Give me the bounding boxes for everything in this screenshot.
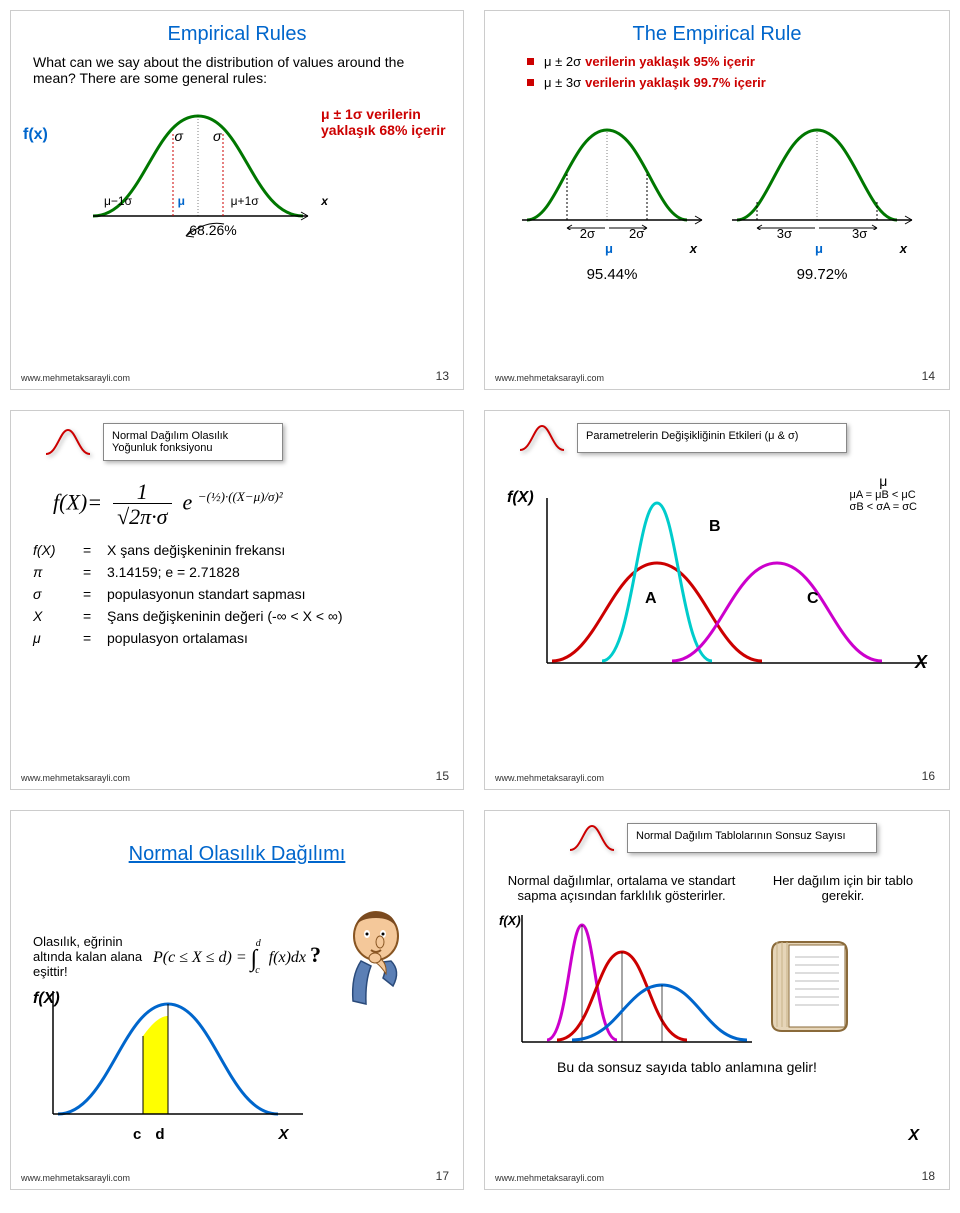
pct997: 99.72% — [727, 266, 917, 283]
three-curves: A B C — [517, 493, 937, 683]
curve-13 — [83, 106, 313, 226]
mini-curve-icon — [567, 823, 617, 853]
bullet-2: μ ± 3σ verilerin yaklaşık 99.7% içerir — [527, 75, 937, 90]
bullet-1: μ ± 2σ verilerin yaklaşık 95% içerir — [527, 54, 937, 69]
b1b: verilerin yaklaşık 95% içerir — [585, 54, 755, 69]
bottom-text: Bu da sonsuz sayıda tablo anlamına gelir… — [557, 1059, 927, 1075]
slide-15: Normal Dağılım Olasılık Yoğunluk fonksiy… — [10, 410, 464, 790]
mu-l: μ — [605, 241, 613, 256]
left-text: Normal dağılımlar, ortalama ve standart … — [505, 873, 738, 903]
footer: www.mehmetaksarayli.com — [21, 1173, 130, 1183]
fx-label: f(X) — [33, 990, 60, 1008]
area-curve — [33, 986, 313, 1126]
page-num: 14 — [922, 369, 935, 383]
caption-68: μ ± 1σ verilerin yaklaşık 68% içerir — [321, 106, 451, 138]
axis-x: x — [298, 194, 328, 208]
mu-rel: μA = μB < μC — [850, 489, 917, 501]
slide-title: The Empirical Rule — [497, 23, 937, 46]
header-box: Normal Dağılım Olasılık Yoğunluk fonksiy… — [103, 423, 283, 461]
page-num: 17 — [436, 1169, 449, 1183]
b2a: μ ± 3σ — [544, 75, 581, 90]
bullet-icon — [527, 58, 534, 65]
page-num: 16 — [922, 769, 935, 783]
slide-13: Empirical Rules What can we say about th… — [10, 10, 464, 390]
page-num: 15 — [436, 769, 449, 783]
axis-mu: μ — [171, 194, 191, 208]
body-text: What can we say about the distribution o… — [33, 54, 441, 86]
mini-curve-icon — [43, 427, 93, 457]
fx-label: f(x) — [23, 126, 83, 144]
page-num: 18 — [922, 1169, 935, 1183]
svg-text:B: B — [709, 518, 721, 535]
multi-curves — [497, 907, 757, 1057]
b2b: verilerin yaklaşık 99.7% içerir — [585, 75, 766, 90]
slide-title: Normal Olasılık Dağılımı — [23, 843, 451, 866]
svg-text:C: C — [807, 590, 819, 607]
arrow-68 — [176, 218, 236, 240]
lbl-2s-r: 2σ — [629, 226, 644, 241]
book-icon — [757, 927, 867, 1047]
curve-95 — [517, 120, 707, 230]
lbl-3s-l: 3σ — [777, 226, 792, 241]
fx-label: f(X) — [499, 913, 521, 928]
lbl-2s-l: 2σ — [580, 226, 595, 241]
b1a: μ ± 2σ — [544, 54, 581, 69]
footer: www.mehmetaksarayli.com — [495, 1173, 604, 1183]
sigma-rel: σB < σA = σC — [850, 501, 917, 513]
x-l: x — [690, 241, 697, 256]
lbl-3s-r: 3σ — [852, 226, 867, 241]
prob-caption: Olasılık, eğrinin altında kalan alana eş… — [33, 934, 143, 979]
header-box: Normal Dağılım Tablolarının Sonsuz Sayıs… — [627, 823, 877, 853]
footer: www.mehmetaksarayli.com — [21, 773, 130, 783]
x-r: x — [900, 241, 907, 256]
mu-r: μ — [815, 241, 823, 256]
slide-18: Normal Dağılım Tablolarının Sonsuz Sayıs… — [484, 810, 950, 1190]
footer: www.mehmetaksarayli.com — [495, 773, 604, 783]
d-label: d — [155, 1126, 164, 1143]
footer: www.mehmetaksarayli.com — [21, 373, 130, 383]
header-box: Parametrelerin Değişikliğinin Etkileri (… — [577, 423, 847, 453]
mini-curve-icon — [517, 423, 567, 453]
curve-997 — [727, 120, 917, 230]
pct95: 95.44% — [517, 266, 707, 283]
sigma-l: σ — [175, 128, 183, 144]
slide-title: Empirical Rules — [23, 23, 451, 46]
definitions: f(X)=X şans değişkeninin frekansı π=3.14… — [33, 542, 451, 646]
sigma-r: σ — [213, 128, 221, 144]
bullet-icon — [527, 79, 534, 86]
slide-17: Normal Olasılık Dağılımı Olasılık, eğrin… — [10, 810, 464, 1190]
c-label: c — [133, 1126, 141, 1143]
page-num: 13 — [436, 369, 449, 383]
fx-label: f(X) — [507, 489, 534, 507]
mu: μ — [850, 473, 917, 489]
footer: www.mehmetaksarayli.com — [495, 373, 604, 383]
right-text: Her dağılım için bir tablo gerekir. — [758, 873, 928, 903]
slide-16: Parametrelerin Değişikliğinin Etkileri (… — [484, 410, 950, 790]
formula: f(X)= 1 √2π·σ e −(½)·((X−μ)/σ)² — [53, 481, 451, 528]
axis-mu-minus: μ−1σ — [98, 194, 138, 208]
X-label: X — [908, 1127, 919, 1145]
slide-14: The Empirical Rule μ ± 2σ verilerin yakl… — [484, 10, 950, 390]
X-label: X — [279, 1126, 289, 1143]
svg-text:A: A — [645, 590, 657, 607]
x-label: X — [915, 652, 927, 673]
axis-mu-plus: μ+1σ — [225, 194, 265, 208]
